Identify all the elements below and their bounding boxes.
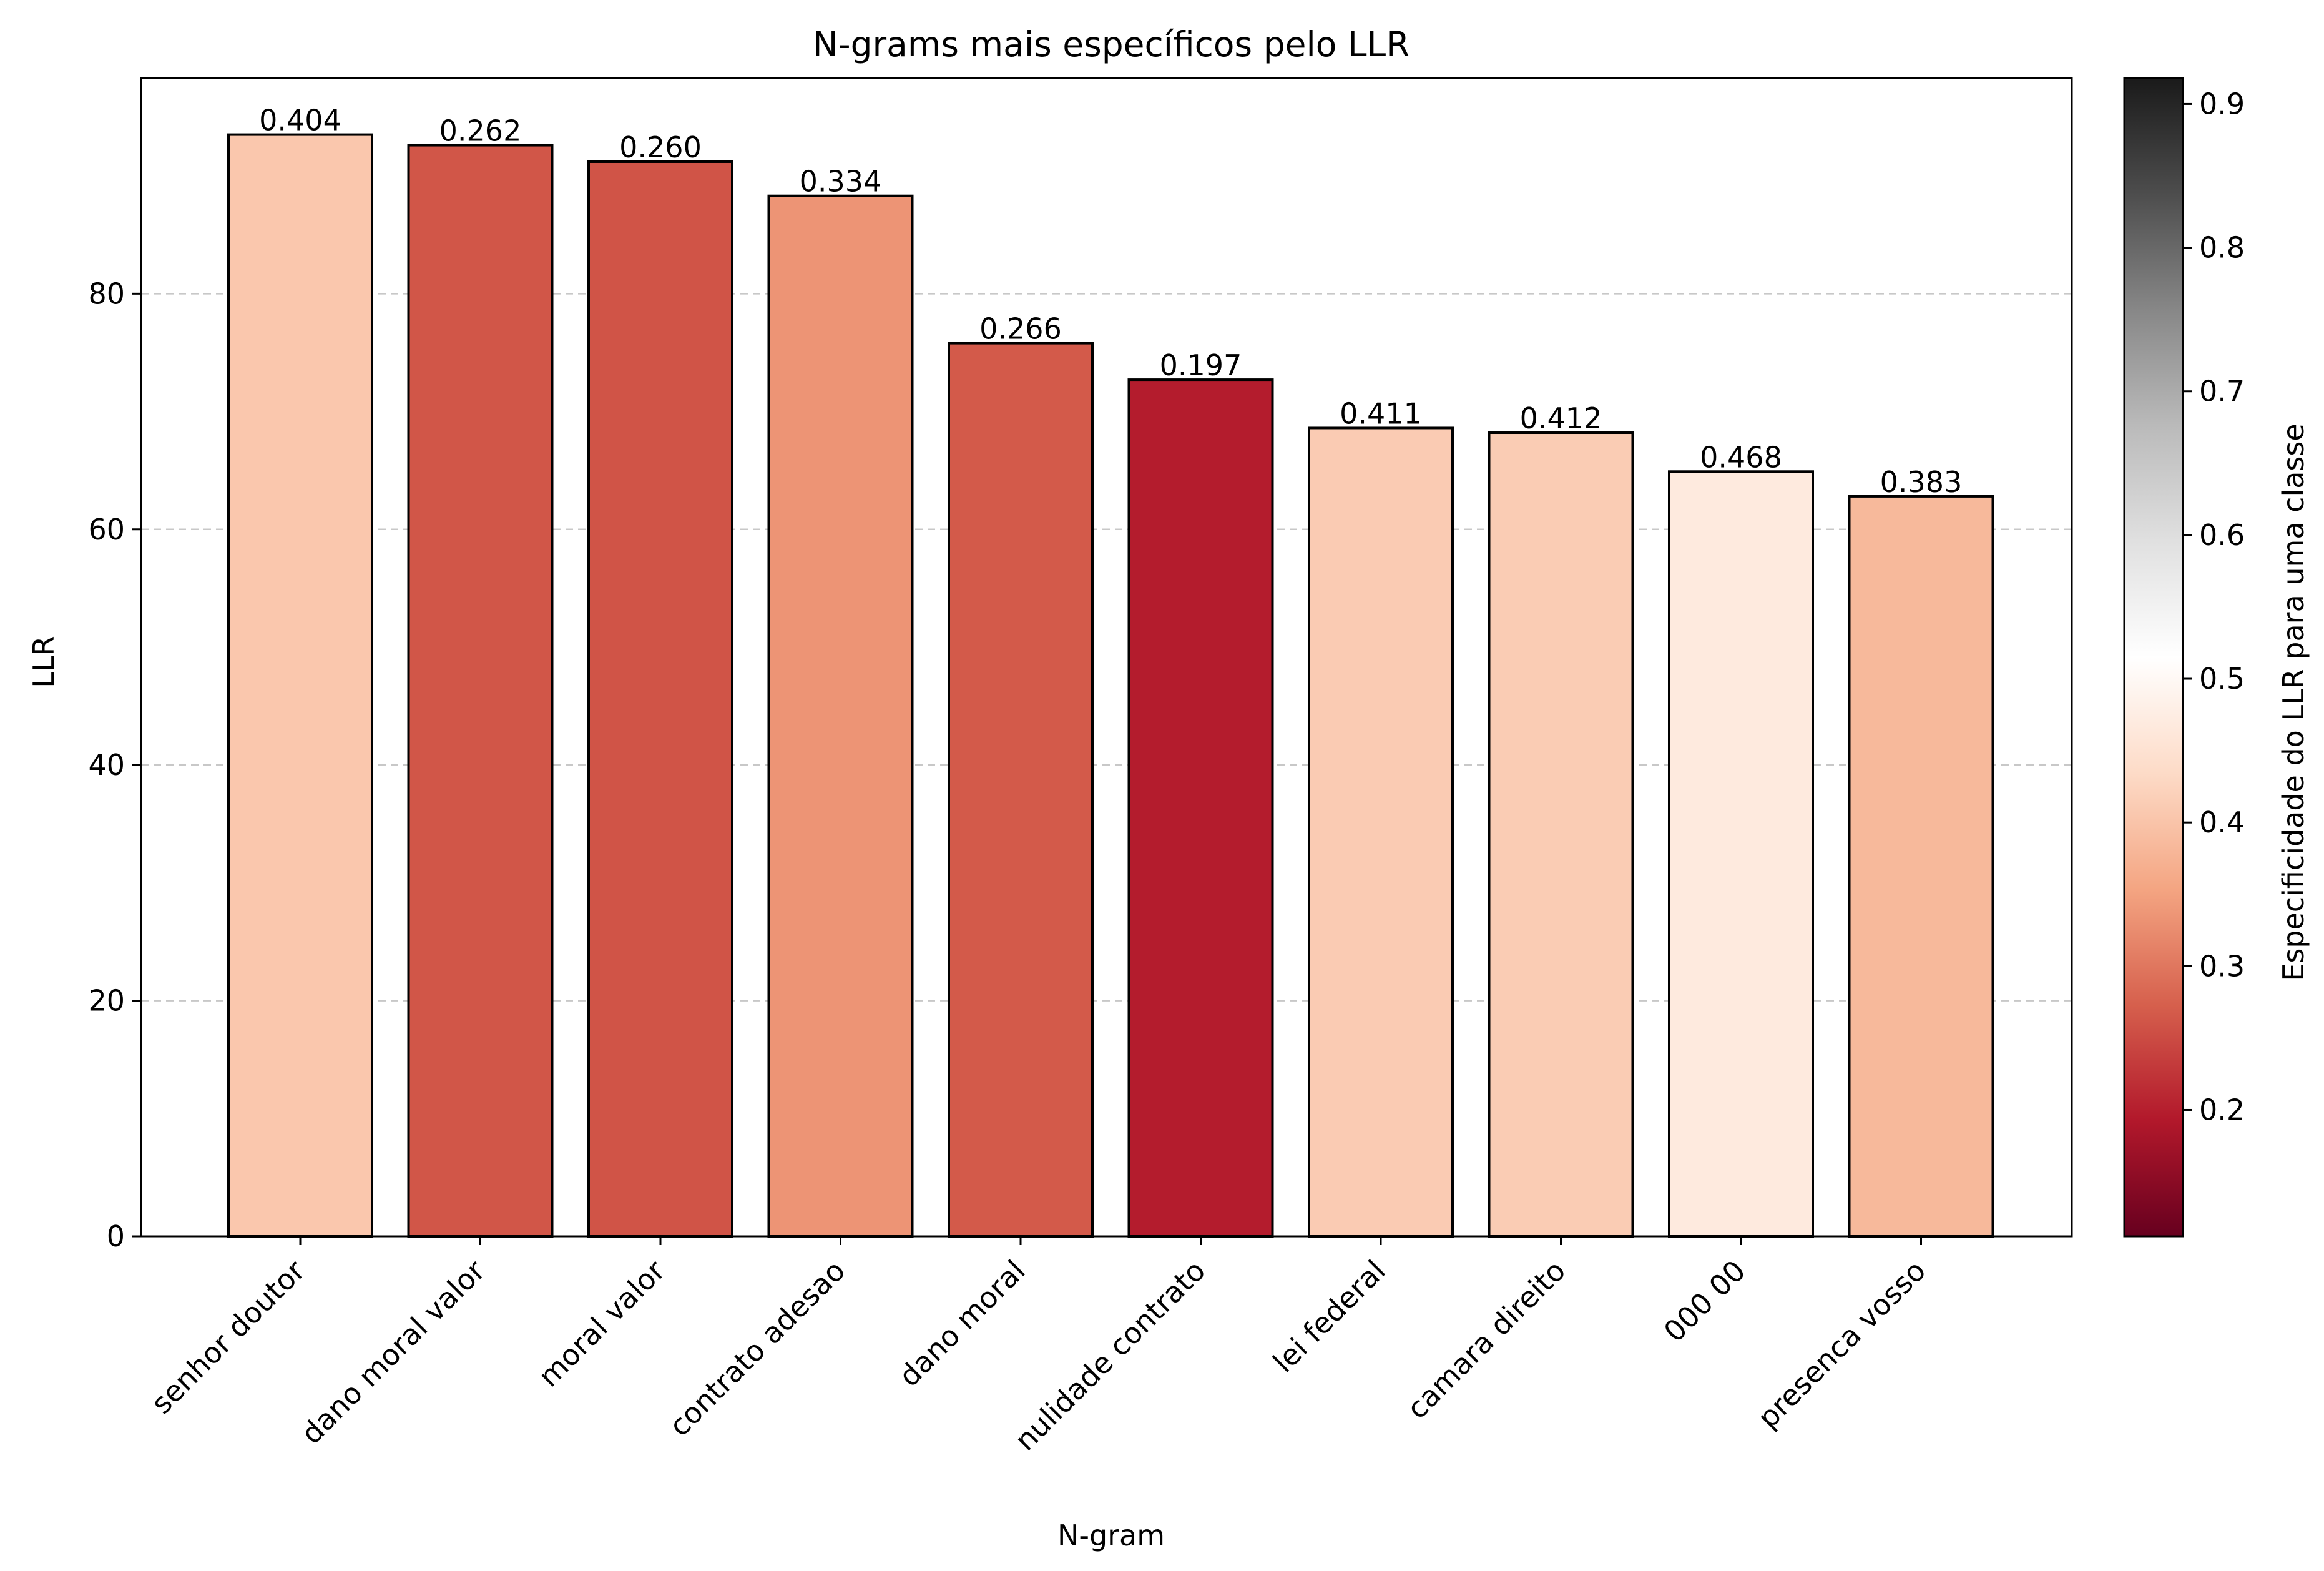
bar-value-label: 0.262 [439, 114, 522, 148]
x-tick-label: senhor doutor [145, 1254, 311, 1421]
colorbar-tick-label: 0.6 [2199, 518, 2245, 552]
bar [1127, 378, 1274, 1238]
x-tick-label: presenca vosso [1751, 1254, 1932, 1435]
chart-title: N-grams mais específicos pelo LLR [813, 24, 1410, 64]
bar-value-labels: 0.404 0.262 0.260 0.334 0.266 0.197 0.411 0.412… [259, 104, 1962, 499]
colorbar-gradient [2123, 77, 2184, 1238]
bar [587, 160, 733, 1238]
colorbar-tick-label: 0.8 [2199, 231, 2245, 265]
bar-value-label: 0.383 [1880, 465, 1963, 499]
x-tick-label: lei federal [1267, 1254, 1392, 1379]
colorbar-tick-label: 0.3 [2199, 949, 2245, 983]
bar [227, 133, 373, 1238]
plot-frame [140, 77, 2073, 1238]
bar-value-label: 0.334 [800, 165, 882, 199]
bar [1488, 431, 1634, 1238]
colorbar-tick-label: 0.9 [2199, 87, 2245, 121]
x-axis-label: N-gram [1057, 1519, 1165, 1552]
bar [767, 194, 914, 1238]
y-tick-label: 80 [88, 277, 125, 310]
colorbar-label: Especificidade do LLR para uma classe [2277, 423, 2310, 981]
bar-value-label: 0.411 [1340, 396, 1422, 430]
bar-value-label: 0.404 [259, 104, 341, 137]
bar-value-label: 0.197 [1160, 348, 1242, 382]
y-tick-label: 0 [107, 1219, 125, 1253]
bars [227, 133, 1994, 1238]
bar [1308, 426, 1454, 1238]
y-tick-label: 40 [88, 748, 125, 782]
x-tick-label: moral valor [532, 1254, 672, 1394]
bar [407, 144, 554, 1238]
bar [1668, 470, 1814, 1238]
y-tick-label: 20 [88, 984, 125, 1018]
y-axis-ticks: 0 20 40 60 80 [88, 277, 141, 1253]
colorbar: 0.2 0.3 0.4 0.5 0.6 0.7 0.8 0.9 [2123, 77, 2245, 1238]
bar-value-label: 0.260 [619, 131, 702, 164]
colorbar-tick-label: 0.4 [2199, 805, 2245, 839]
x-tick-label: contrato adesao [662, 1254, 851, 1443]
y-axis-label: LLR [27, 636, 61, 687]
x-tick-label: camara direito [1400, 1254, 1572, 1426]
x-tick-label: nulidade contrato [1008, 1254, 1212, 1457]
x-tick-label: dano moral valor [295, 1254, 491, 1450]
colorbar-tick-label: 0.7 [2199, 375, 2245, 408]
x-tick-label: dano moral [892, 1254, 1032, 1394]
bar [1848, 495, 1994, 1238]
colorbar-tick-label: 0.5 [2199, 662, 2245, 696]
bar-value-label: 0.266 [979, 312, 1062, 346]
bar-value-label: 0.468 [1700, 440, 1782, 474]
bar-value-label: 0.412 [1520, 401, 1602, 435]
y-tick-label: 60 [88, 513, 125, 546]
x-tick-label: 000 00 [1657, 1254, 1752, 1349]
grid-lines [141, 293, 2072, 1002]
colorbar-tick-label: 0.2 [2199, 1093, 2245, 1126]
bar [948, 342, 1094, 1238]
